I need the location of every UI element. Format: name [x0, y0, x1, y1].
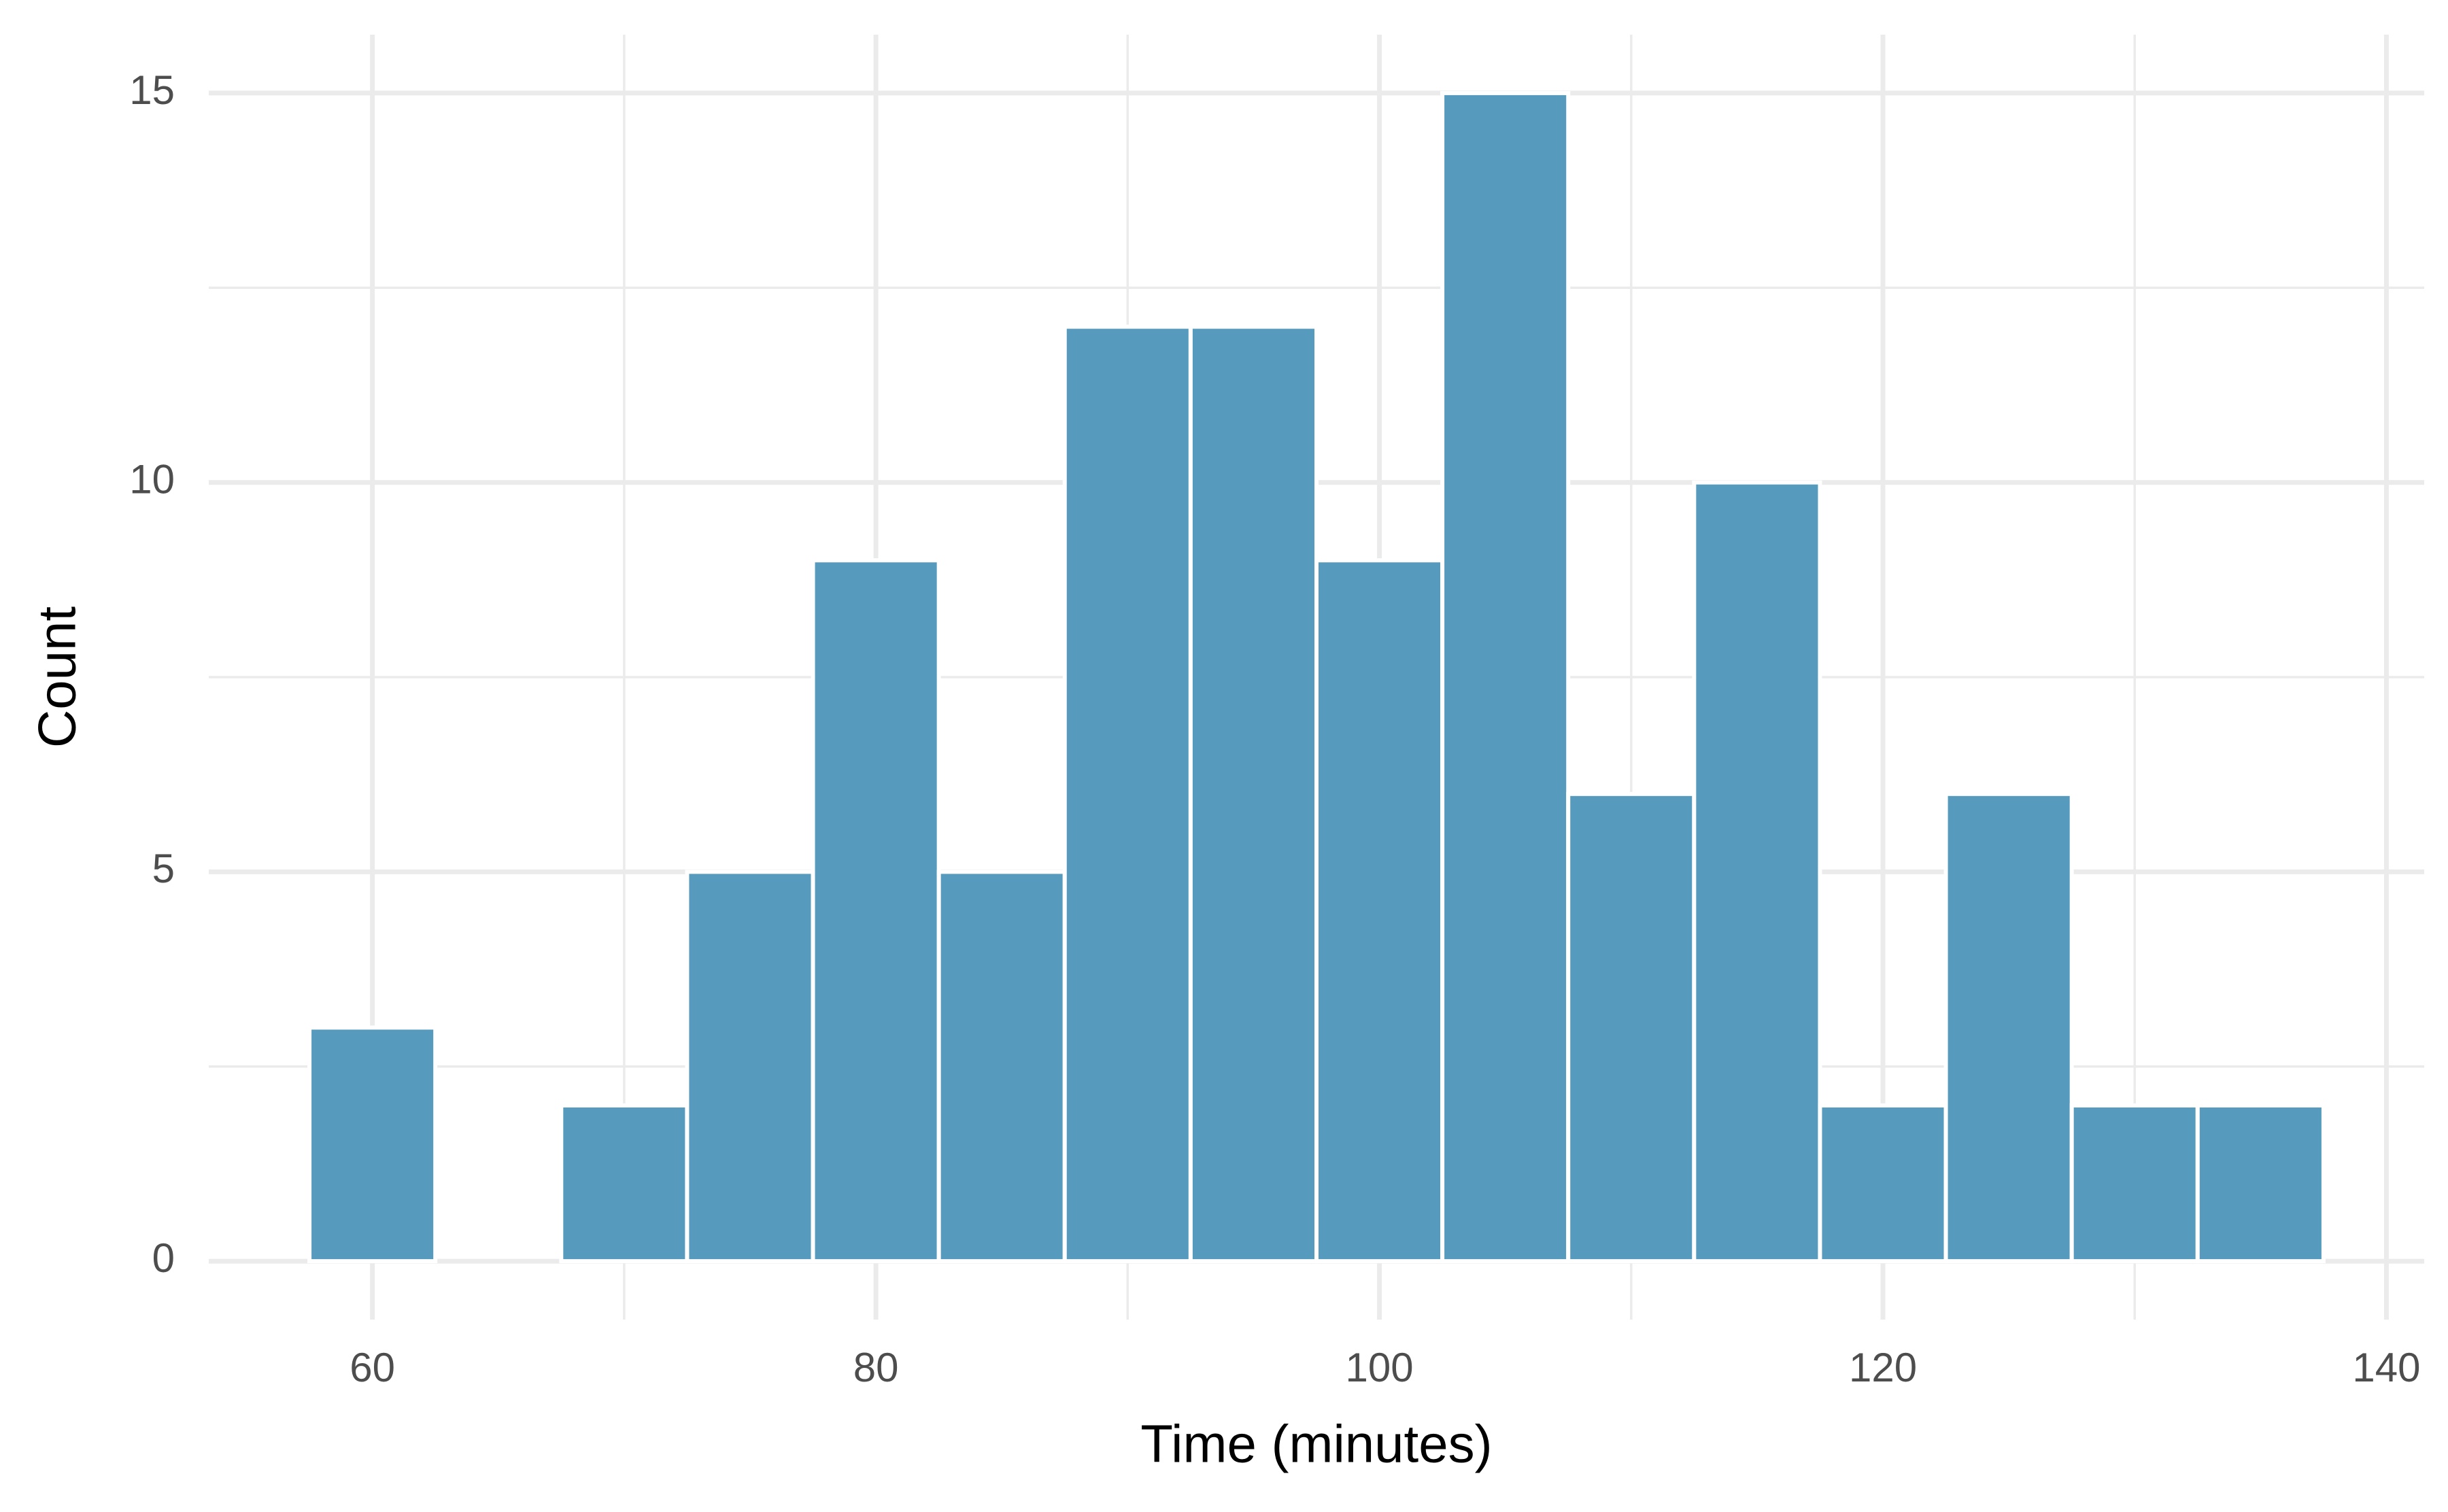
- x-tick-label: 120: [1849, 1345, 1917, 1390]
- bar: [1440, 90, 1571, 1264]
- bar: [1692, 480, 1822, 1264]
- bar: [307, 1025, 438, 1264]
- y-tick-label: 5: [152, 846, 175, 891]
- bar: [1943, 791, 2074, 1264]
- x-axis-title: Time (minutes): [1140, 1414, 1492, 1474]
- bar: [2069, 1103, 2200, 1264]
- bar: [1818, 1103, 1948, 1264]
- bar: [1062, 324, 1193, 1264]
- bar: [811, 558, 941, 1264]
- bar: [1566, 791, 1697, 1264]
- y-tick-label: 10: [129, 456, 175, 502]
- x-tick-label: 140: [2352, 1345, 2420, 1390]
- bar: [1188, 324, 1319, 1264]
- x-tick-label: 60: [350, 1345, 395, 1390]
- bar: [2195, 1103, 2326, 1264]
- bar: [559, 1103, 690, 1264]
- bar: [936, 870, 1067, 1264]
- y-axis-title: Count: [27, 606, 87, 748]
- y-tick-label: 15: [129, 67, 175, 113]
- x-tick-label: 80: [853, 1345, 899, 1390]
- bar: [685, 870, 815, 1264]
- x-tick-label: 100: [1346, 1345, 1414, 1390]
- y-tick-label: 0: [152, 1235, 175, 1281]
- bar: [1314, 558, 1445, 1264]
